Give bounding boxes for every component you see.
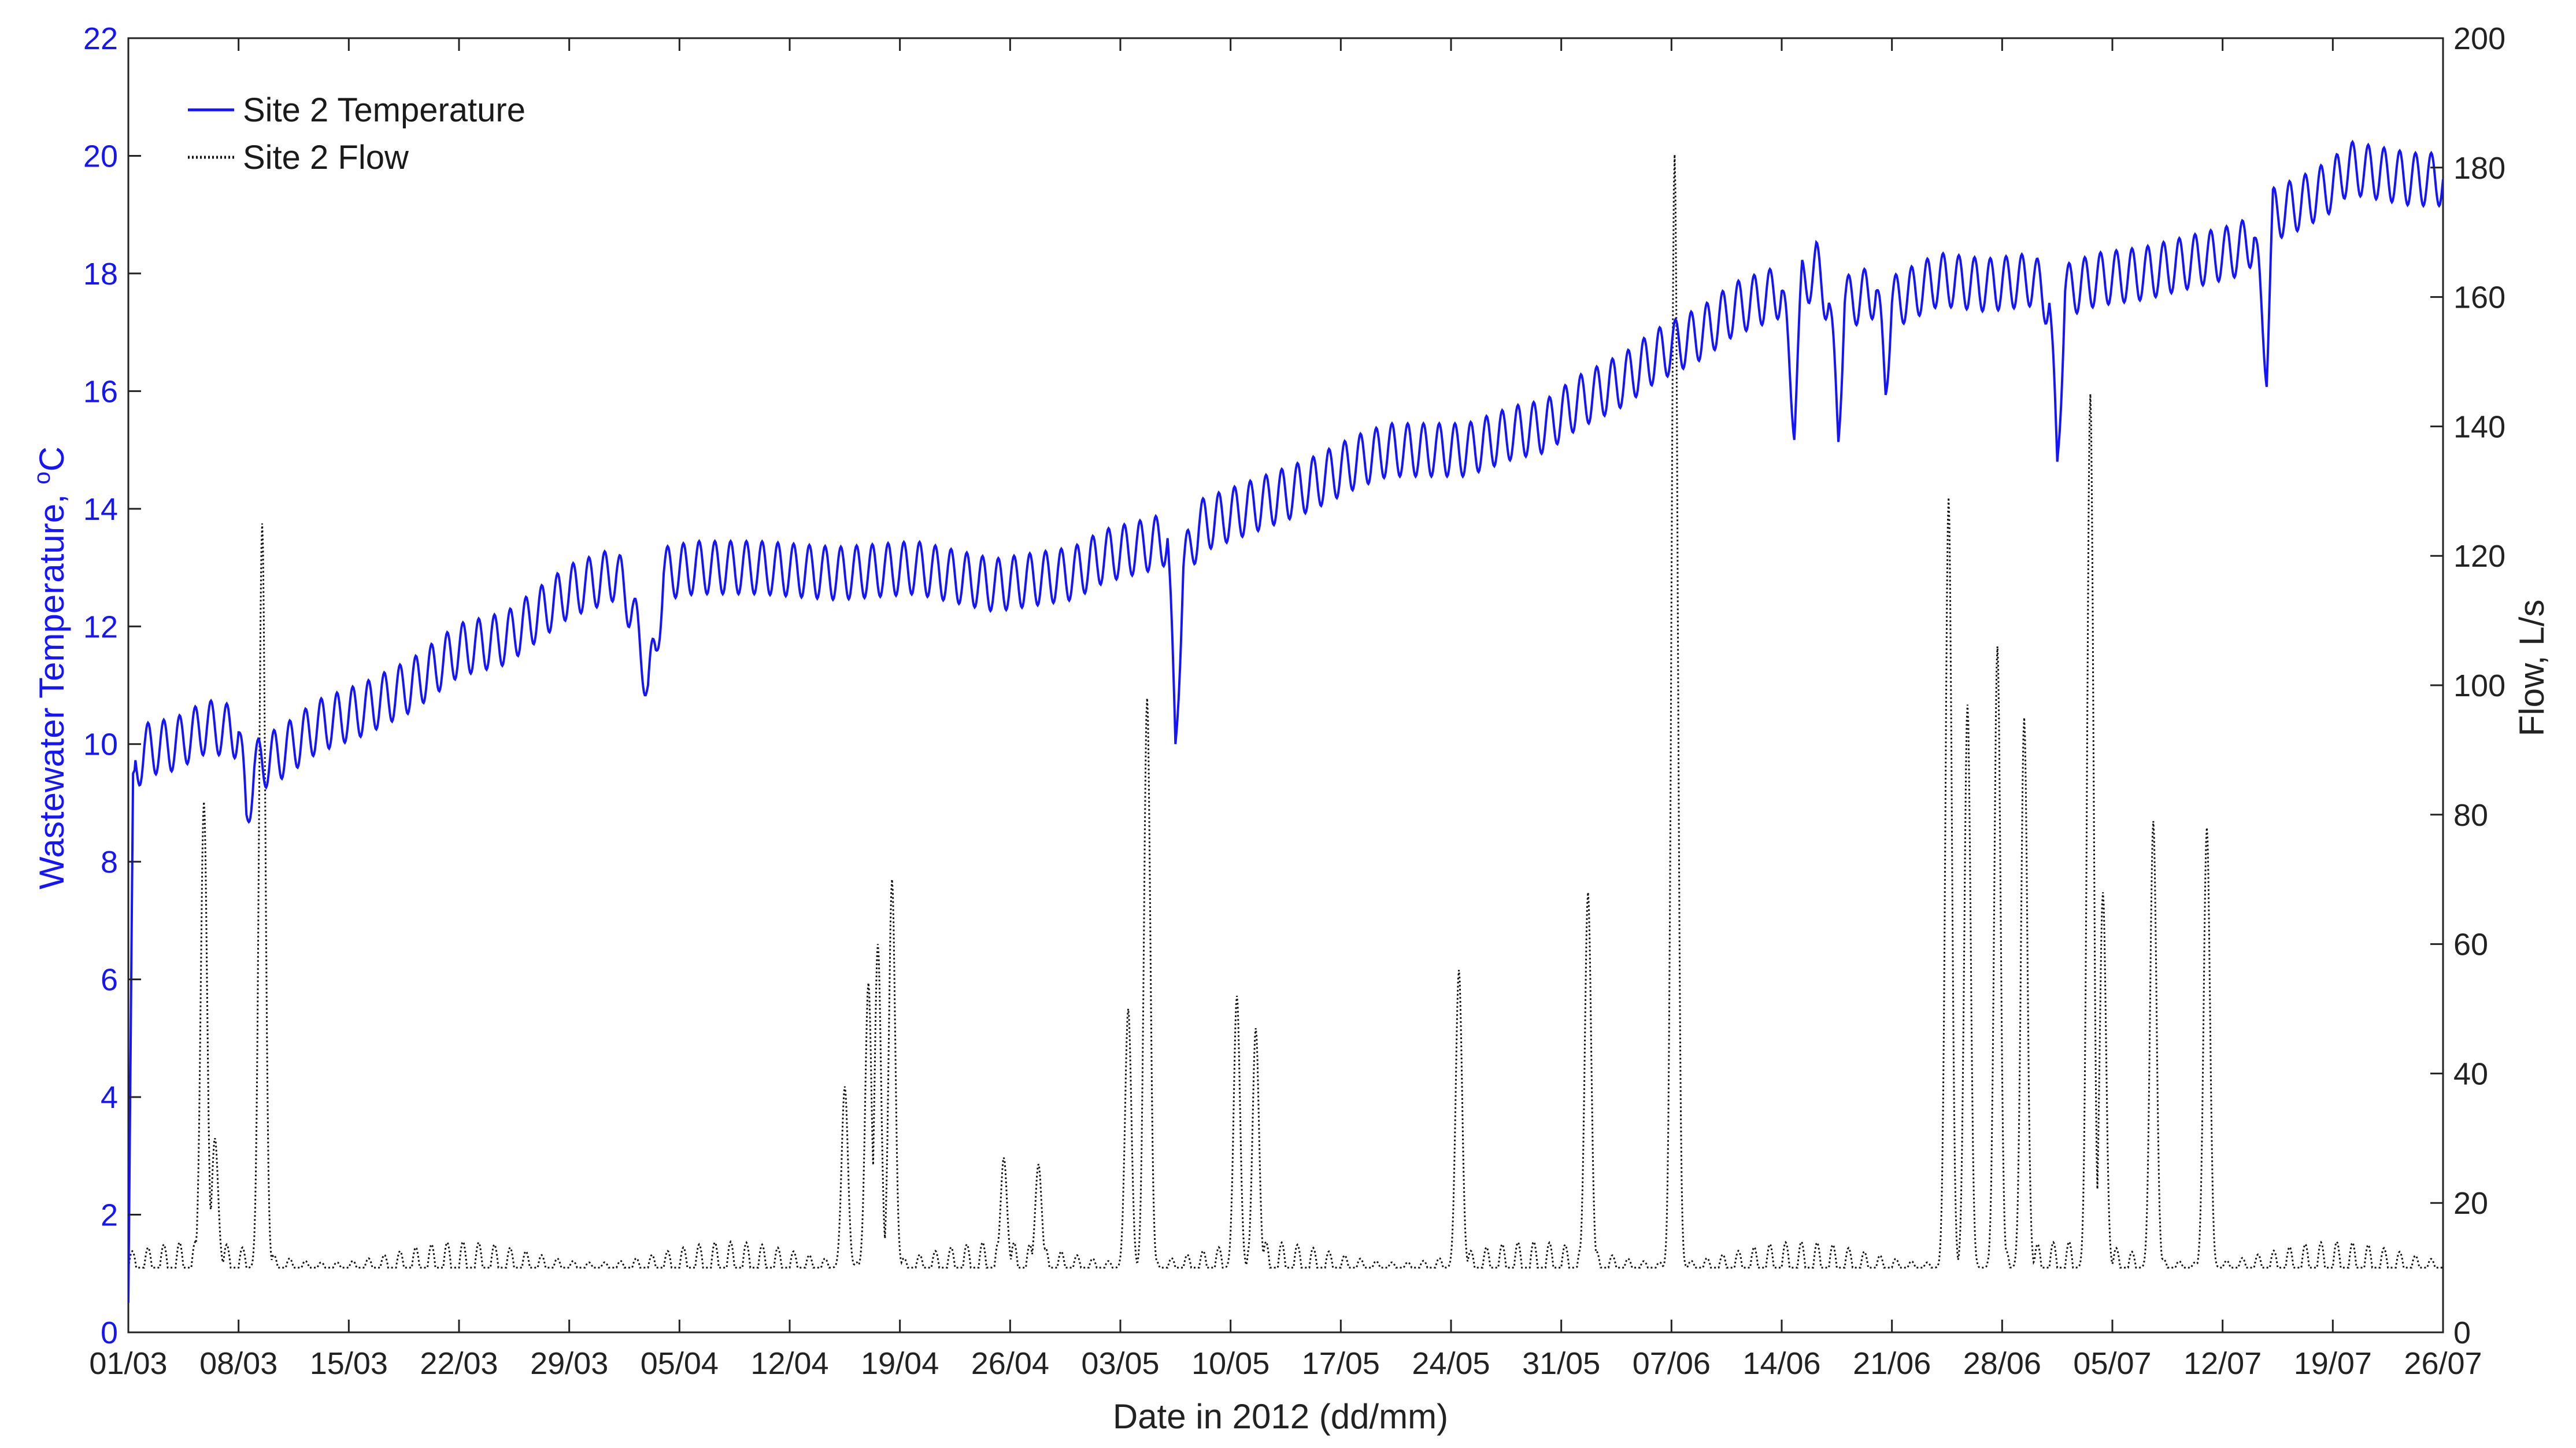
x-tick-label: 21/06	[1853, 1346, 1931, 1381]
left-y-tick-label: 8	[101, 845, 118, 880]
right-y-axis-title: Flow, L/s	[2512, 600, 2551, 737]
left-y-axis-title-unit: C	[32, 446, 71, 471]
legend-label-flow: Site 2 Flow	[243, 139, 409, 176]
left-y-axis-title-sup: o	[29, 471, 55, 484]
right-y-tick-label: 40	[2453, 1057, 2488, 1091]
left-y-tick-label: 16	[83, 374, 118, 409]
x-tick-label: 12/07	[2183, 1346, 2262, 1381]
legend: Site 2 Temperature Site 2 Flow	[188, 91, 525, 176]
right-y-tick-label: 120	[2453, 539, 2505, 574]
right-y-tick-label: 0	[2453, 1316, 2471, 1350]
series-layer	[128, 139, 2443, 1303]
right-y-tick-label: 200	[2453, 21, 2505, 56]
x-tick-label: 26/04	[971, 1346, 1049, 1381]
left-y-tick-label: 10	[83, 727, 118, 762]
tick-layer: 01/03 08/03 15/03 22/03 29/03 05/04 12/04 19/04…	[83, 21, 2505, 1381]
x-tick-label: 26/07	[2404, 1346, 2482, 1381]
left-y-tick-label: 6	[101, 963, 118, 998]
right-y-tick-label: 100	[2453, 668, 2505, 703]
series-flow-line	[128, 154, 2443, 1269]
x-tick-label: 05/04	[641, 1346, 719, 1381]
x-tick-label: 17/05	[1302, 1346, 1380, 1381]
left-y-tick-label: 4	[101, 1080, 118, 1115]
x-tick-label: 05/07	[2073, 1346, 2151, 1381]
right-y-tick-label: 160	[2453, 280, 2505, 315]
left-y-tick-label: 0	[101, 1316, 118, 1350]
x-tick-label: 31/05	[1522, 1346, 1600, 1381]
x-tick-label: 15/03	[310, 1346, 388, 1381]
x-tick-label: 29/03	[530, 1346, 608, 1381]
left-y-tick-label: 12	[83, 610, 118, 644]
x-tick-label: 22/03	[420, 1346, 498, 1381]
left-y-tick-label: 14	[83, 492, 118, 527]
left-y-axis-title-text: Wastewater Temperature,	[32, 485, 71, 889]
series-temperature-line	[128, 139, 2443, 1303]
left-y-axis-title: Wastewater Temperature, oC	[29, 446, 71, 889]
right-y-tick-label: 140	[2453, 409, 2505, 444]
legend-label-temperature: Site 2 Temperature	[243, 91, 525, 129]
right-y-tick-label: 20	[2453, 1186, 2488, 1221]
left-y-tick-label: 22	[83, 21, 118, 56]
x-tick-label: 08/03	[199, 1346, 277, 1381]
x-tick-label: 07/06	[1633, 1346, 1711, 1381]
x-tick-label: 14/06	[1742, 1346, 1820, 1381]
x-tick-label: 10/05	[1191, 1346, 1270, 1381]
x-tick-label: 28/06	[1963, 1346, 2041, 1381]
x-tick-label: 24/05	[1412, 1346, 1490, 1381]
x-tick-label: 19/07	[2294, 1346, 2372, 1381]
left-y-tick-label: 18	[83, 257, 118, 291]
right-y-tick-label: 180	[2453, 151, 2505, 186]
x-axis-title: Date in 2012 (dd/mm)	[1113, 1397, 1448, 1436]
left-y-tick-label: 20	[83, 139, 118, 173]
x-tick-label: 12/04	[750, 1346, 828, 1381]
right-y-tick-label: 80	[2453, 798, 2488, 833]
right-y-tick-label: 60	[2453, 928, 2488, 962]
left-y-tick-label: 2	[101, 1198, 118, 1233]
x-tick-label: 03/05	[1081, 1346, 1159, 1381]
x-tick-label: 01/03	[89, 1346, 167, 1381]
x-tick-label: 19/04	[861, 1346, 939, 1381]
